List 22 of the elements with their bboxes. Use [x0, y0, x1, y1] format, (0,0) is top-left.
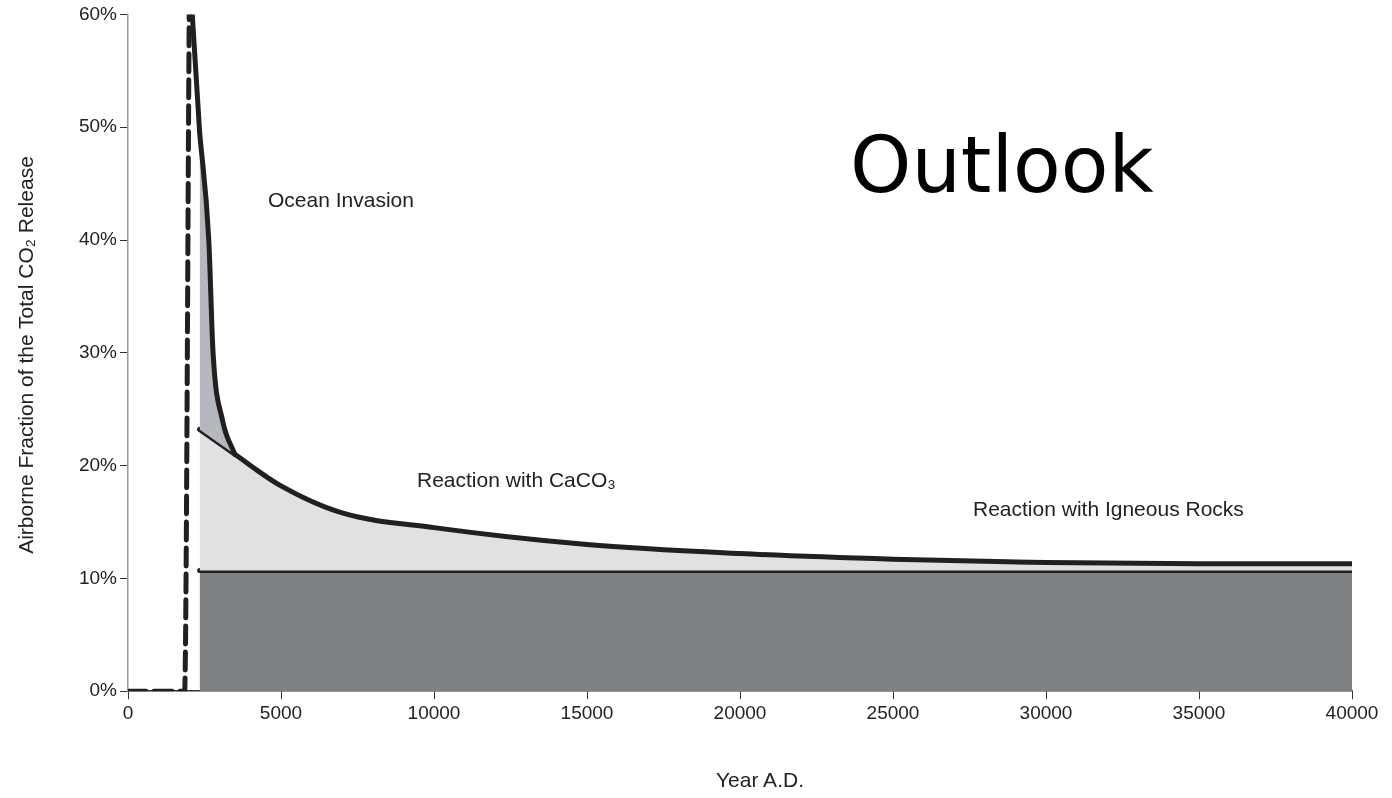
y-axis-title: Airborne Fraction of the Total CO₂ Release — [14, 156, 38, 554]
y-tick-label: 60% — [78, 2, 118, 24]
y-tick-label: 30% — [78, 341, 118, 363]
y-tick-label: 10% — [78, 566, 118, 588]
y-tick-label: 0% — [89, 679, 118, 701]
x-tick-label: 40000 — [1325, 701, 1379, 723]
annotation: Ocean Invasion — [268, 188, 414, 212]
x-tick-label: 20000 — [713, 701, 767, 723]
x-tick-label: 10000 — [407, 701, 461, 723]
y-tick-label: 50% — [78, 115, 118, 137]
annotation: Reaction with Igneous Rocks — [973, 497, 1244, 521]
annotation: Outlook — [850, 120, 1154, 210]
x-tick-label: 30000 — [1019, 701, 1073, 723]
x-tick-label: 35000 — [1172, 701, 1226, 723]
x-tick-label: 0 — [122, 701, 134, 723]
x-tick-label: 15000 — [560, 701, 614, 723]
y-tick-label: 40% — [78, 228, 118, 250]
annotation: Reaction with CaCO₃ — [417, 468, 616, 492]
x-tick-label: 5000 — [259, 701, 303, 723]
x-axis-title: Year A.D. — [715, 768, 805, 792]
x-tick-label: 25000 — [866, 701, 920, 723]
y-tick-label: 20% — [78, 453, 118, 475]
